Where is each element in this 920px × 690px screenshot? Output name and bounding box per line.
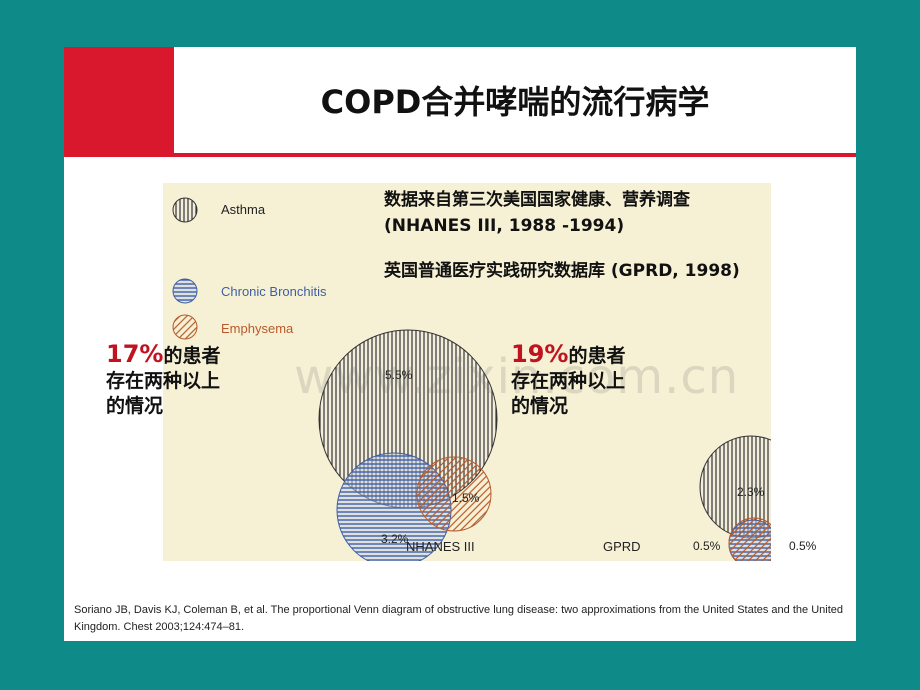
- nhanes-label: NHANES III: [406, 539, 475, 554]
- nhanes-callout-line1: 的患者: [163, 345, 221, 367]
- venn-panel: Asthma Chronic Bronchitis Emphysema 5.5%…: [163, 183, 816, 561]
- nhanes-callout-line3: 的情况: [106, 395, 164, 417]
- nhanes-callout-pct: 17%: [106, 340, 164, 368]
- nhanes-callout: 17%的患者 存在两种以上 的情况: [106, 342, 220, 419]
- venn-diagram: [172, 197, 771, 561]
- nhanes-callout-line2: 存在两种以上: [106, 370, 221, 392]
- legend-emphysema-swatch: [172, 314, 198, 340]
- legend-emphysema-label: Emphysema: [221, 321, 294, 336]
- gprd-emphysema-pct: 0.5%: [789, 539, 817, 553]
- gprd-label: GPRD: [603, 539, 641, 554]
- gprd-callout-line1: 的患者: [568, 345, 626, 367]
- gprd-callout: 19%的患者 存在两种以上 的情况: [511, 342, 625, 419]
- legend-asthma-label: Asthma: [221, 202, 266, 217]
- source-line-3: 英国普通医疗实践研究数据库 (GPRD, 1998): [384, 261, 740, 281]
- gprd-asthma-pct: 2.3%: [737, 485, 765, 499]
- citation: Soriano JB, Davis KJ, Coleman B, et al. …: [74, 604, 843, 633]
- watermark: www.zixin.com.cn: [294, 349, 740, 405]
- nhanes-emphysema-circle: [416, 456, 492, 532]
- nhanes-bronchitis-pct: 3.2%: [381, 532, 409, 546]
- nhanes-emphysema-pct: 1.5%: [452, 491, 480, 505]
- source-line-1: 数据来自第三次美国国家健康、营养调查: [384, 190, 690, 210]
- gprd-callout-line2: 存在两种以上: [511, 370, 626, 392]
- legend-asthma-swatch: [172, 197, 198, 223]
- gprd-callout-pct: 19%: [511, 340, 569, 368]
- legend-bronchitis-swatch: [172, 278, 198, 304]
- red-corner-block: [64, 47, 174, 157]
- legend-bronchitis-label: Chronic Bronchitis: [221, 284, 327, 299]
- gprd-bronchitis-pct: 0.5%: [693, 539, 721, 553]
- nhanes-asthma-pct: 5.5%: [385, 368, 413, 382]
- slide: COPD合并哮喘的流行病学: [64, 47, 856, 641]
- title-underline: [174, 153, 856, 157]
- gprd-emphysema-circle: [728, 517, 771, 561]
- slide-title: COPD合并哮喘的流行病学: [320, 83, 710, 121]
- source-line-2: (NHANES III, 1988 -1994): [384, 216, 625, 236]
- gprd-callout-line3: 的情况: [511, 395, 569, 417]
